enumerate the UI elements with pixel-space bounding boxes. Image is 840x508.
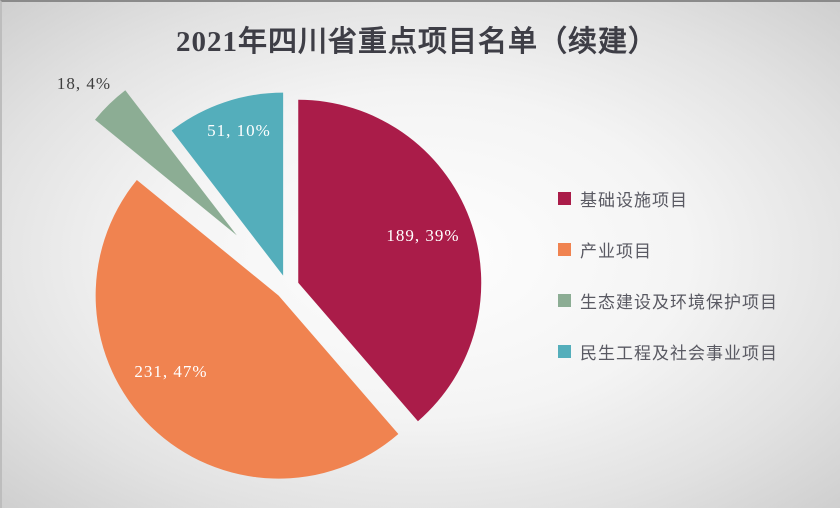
chart-title: 2021年四川省重点项目名单（续建） [175,26,658,58]
legend-item-industry[interactable]: 产业项目 [558,239,778,261]
legend-item-infrastructure[interactable]: 基础设施项目 [558,188,778,210]
legend-swatch-icon [558,242,571,256]
legend-item-ecology[interactable]: 生态建设及环境保护项目 [558,290,778,312]
pie-label-livelihood: 51, 10% [207,121,271,140]
legend-swatch-icon [558,344,571,358]
pie-slice-0[interactable] [298,99,482,422]
legend-item-livelihood[interactable]: 民生工程及社会事业项目 [558,341,778,363]
legend-label: 民生工程及社会事业项目 [580,343,778,363]
legend-swatch-icon [558,191,571,205]
pie-label-industry: 231, 47% [134,362,208,381]
pie-slices-group [95,90,482,479]
pie-slice-2[interactable] [95,90,237,236]
pie-slice-1[interactable] [95,179,399,479]
legend-swatch-icon [558,293,571,307]
legend-label: 生态建设及环境保护项目 [580,292,778,312]
legend: 基础设施项目 产业项目 生态建设及环境保护项目 民生工程及社会事业项目 [558,188,778,392]
legend-label: 产业项目 [580,241,652,261]
pie-slice-3[interactable] [171,92,284,276]
legend-label: 基础设施项目 [580,190,688,210]
pie-label-infrastructure: 189, 39% [386,226,460,245]
pie-label-ecology: 18, 4% [56,74,112,93]
